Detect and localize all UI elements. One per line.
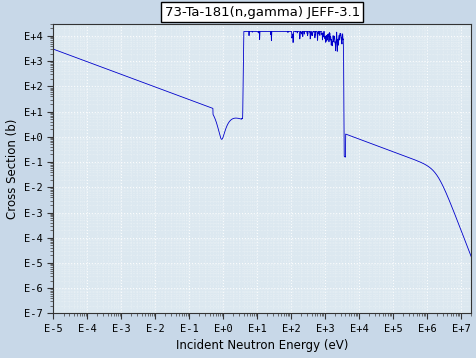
- Y-axis label: Cross Section (b): Cross Section (b): [6, 118, 19, 219]
- Title: 73-Ta-181(n,gamma) JEFF-3.1: 73-Ta-181(n,gamma) JEFF-3.1: [164, 6, 359, 19]
- X-axis label: Incident Neutron Energy (eV): Incident Neutron Energy (eV): [176, 339, 347, 352]
